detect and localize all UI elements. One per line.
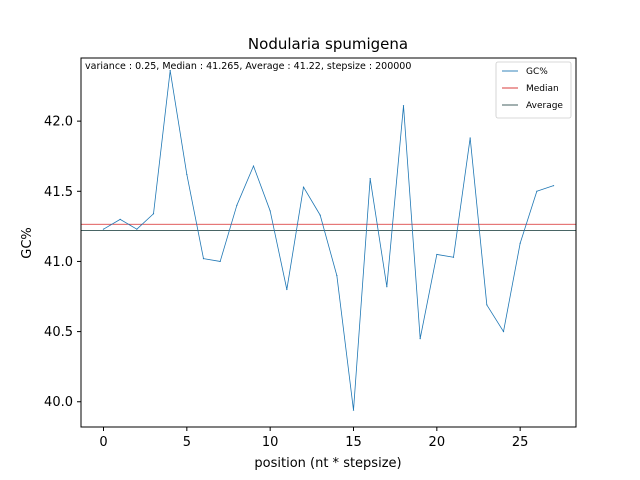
stats-annotation: variance : 0.25, Median : 41.265, Averag…: [85, 61, 411, 72]
data-point: [552, 185, 555, 187]
data-point: [369, 178, 371, 180]
data-point: [186, 173, 188, 176]
data-point: [136, 228, 138, 230]
legend-box: [495, 61, 572, 119]
data-point: [236, 204, 238, 206]
legend: GC% Median Average: [495, 61, 572, 119]
series-line-gc: [103, 70, 554, 411]
data-point: [419, 338, 421, 340]
legend-label-gc: GC%: [526, 67, 548, 77]
data-point: [319, 214, 321, 216]
data-point: [252, 165, 255, 167]
legend-label-median: Median: [526, 84, 559, 94]
data-point: [269, 210, 271, 212]
x-tick-label: 15: [345, 435, 362, 450]
y-tick-label: 40.5: [44, 325, 73, 340]
y-tick-label: 41.0: [44, 255, 73, 270]
data-point: [502, 330, 505, 333]
y-tick-label: 40.0: [44, 395, 73, 410]
chart-title: Nodularia spumigena: [248, 35, 408, 53]
data-point: [386, 286, 388, 288]
data-point: [169, 70, 171, 72]
x-axis-title: position (nt * stepsize): [254, 456, 401, 471]
x-tick-label: 0: [99, 435, 107, 450]
x-tick-label: 10: [262, 435, 279, 450]
plot-area: 0 5 10 15 20 25 40.0 40.5 41.0 41.5 42.0: [44, 57, 577, 450]
data-point: [286, 288, 288, 291]
data-point: [486, 304, 488, 306]
data-point: [202, 258, 205, 260]
data-point: [152, 213, 155, 215]
data-point: [119, 218, 121, 220]
data-point: [336, 274, 338, 277]
data-point: [519, 242, 521, 244]
data-point: [402, 105, 405, 107]
y-tick-label: 41.5: [44, 185, 73, 200]
data-point: [302, 186, 305, 188]
data-point: [536, 190, 538, 192]
data-point: [219, 260, 221, 263]
data-point: [469, 137, 471, 139]
x-tick-label: 25: [512, 435, 529, 450]
y-tick-label: 42.0: [44, 115, 73, 130]
plot-frame: [80, 57, 577, 428]
x-tick-label: 20: [429, 435, 446, 450]
x-tick-label: 5: [183, 435, 191, 450]
data-point: [102, 228, 105, 230]
data-point: [452, 256, 455, 258]
data-point: [436, 253, 438, 256]
y-axis-title: GC%: [20, 227, 35, 259]
legend-label-average: Average: [526, 101, 563, 111]
data-point: [352, 409, 355, 411]
